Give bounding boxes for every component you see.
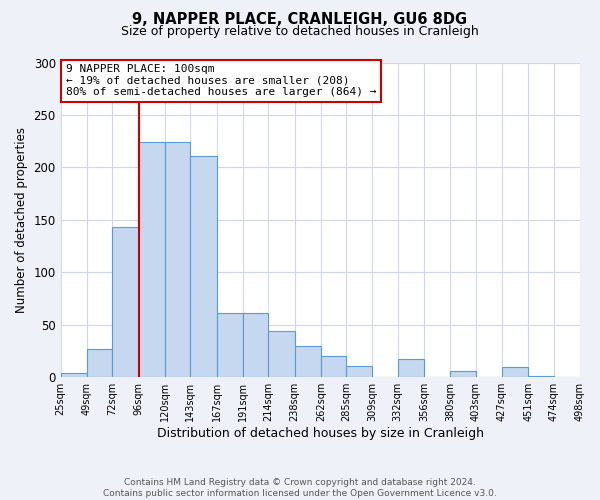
Bar <box>217 313 243 377</box>
Bar <box>529 376 554 377</box>
X-axis label: Distribution of detached houses by size in Cranleigh: Distribution of detached houses by size … <box>157 427 484 440</box>
Bar <box>112 227 139 377</box>
Bar <box>398 360 424 377</box>
Bar <box>190 156 217 377</box>
Bar <box>321 356 346 377</box>
Bar <box>268 331 295 377</box>
Bar <box>165 142 190 377</box>
Bar <box>295 346 321 377</box>
Bar <box>451 371 476 377</box>
Text: Contains HM Land Registry data © Crown copyright and database right 2024.
Contai: Contains HM Land Registry data © Crown c… <box>103 478 497 498</box>
Text: 9 NAPPER PLACE: 100sqm
← 19% of detached houses are smaller (208)
80% of semi-de: 9 NAPPER PLACE: 100sqm ← 19% of detached… <box>66 64 376 98</box>
Bar <box>87 349 112 377</box>
Text: 9, NAPPER PLACE, CRANLEIGH, GU6 8DG: 9, NAPPER PLACE, CRANLEIGH, GU6 8DG <box>133 12 467 28</box>
Bar <box>61 373 87 377</box>
Bar <box>502 366 529 377</box>
Bar <box>139 142 165 377</box>
Bar <box>243 313 268 377</box>
Bar <box>346 366 373 377</box>
Text: Size of property relative to detached houses in Cranleigh: Size of property relative to detached ho… <box>121 25 479 38</box>
Y-axis label: Number of detached properties: Number of detached properties <box>15 127 28 313</box>
